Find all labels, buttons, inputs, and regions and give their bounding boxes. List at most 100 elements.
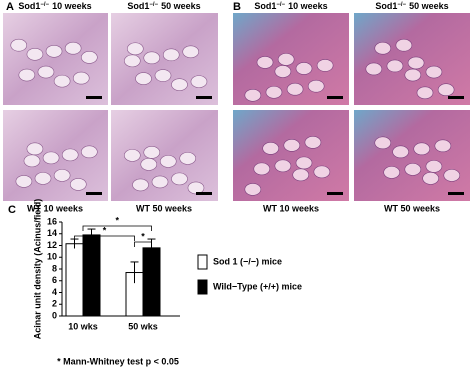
y-tick-label: 10 [47, 252, 57, 262]
caption-time: 50 weeks [161, 1, 201, 11]
acinus [407, 56, 425, 70]
acinus [274, 159, 292, 173]
acinus [159, 155, 177, 168]
legend-label: Sod 1 (−/−) mice [213, 256, 282, 266]
acinus [313, 165, 331, 179]
acinus [45, 44, 63, 58]
significance-bracket [134, 241, 152, 247]
significance-bracket [82, 225, 152, 231]
acinus [61, 148, 79, 162]
acinus [404, 68, 422, 82]
caption-time: 10 weeks [52, 1, 92, 11]
acinus [374, 136, 392, 150]
acinus [265, 85, 283, 99]
acinus [395, 38, 413, 52]
image-caption: Sod1−/− 50 weeks [127, 1, 200, 11]
caption-gene: Sod1 [254, 1, 276, 11]
acinus [37, 65, 55, 79]
acinus [244, 88, 262, 102]
acinus [143, 146, 161, 159]
acinus [140, 158, 158, 171]
legend-swatch [197, 279, 208, 295]
scale-bar [327, 96, 343, 99]
acinus [425, 160, 443, 173]
image-caption: Sod1−/− 10 weeks [18, 1, 91, 11]
acinus [295, 62, 313, 75]
caption-gene: Sod1 [375, 1, 397, 11]
acinus [256, 56, 274, 69]
scale-bar [448, 192, 464, 195]
acinus [26, 142, 44, 156]
acinus [295, 156, 313, 170]
acinus [53, 74, 71, 88]
y-tick-label: 12 [47, 240, 57, 250]
acinus [10, 38, 28, 52]
acinus [422, 172, 439, 185]
scale-bar [86, 96, 102, 99]
bar [142, 247, 161, 317]
legend-label: Wild−Type (+/+) mice [213, 281, 302, 291]
acinus [179, 152, 197, 165]
bar [82, 234, 101, 317]
significance-bracket [74, 235, 135, 241]
panel-label: A [6, 1, 14, 13]
caption-superscript: −/− [276, 2, 285, 8]
acinus [292, 168, 310, 182]
acinus [386, 59, 404, 73]
acinus [365, 62, 383, 76]
acinus [392, 145, 409, 159]
y-tick-label: 6 [52, 275, 57, 285]
acinus [277, 53, 295, 66]
acinus [307, 79, 325, 93]
caption-gene: Sod1 [127, 1, 149, 11]
histology-image [354, 110, 470, 201]
y-tick-label: 4 [52, 287, 57, 297]
scale-bar [196, 192, 212, 195]
acinus [413, 142, 431, 156]
acinus [81, 51, 98, 64]
acinus [69, 178, 87, 191]
acinus [72, 71, 90, 85]
acinus [274, 65, 292, 78]
acinus [132, 178, 149, 192]
y-tick-label: 16 [47, 216, 57, 226]
y-tick-label: 0 [52, 310, 57, 320]
footnote: * Mann-Whitney test p < 0.05 [57, 356, 179, 366]
y-axis-label: Acinar unit density (Acinus/field) [32, 199, 42, 340]
x-tick-label: 10 wks [68, 321, 98, 331]
acinus [42, 151, 60, 165]
acinus [126, 42, 144, 56]
acinus [244, 183, 262, 196]
histology-images [3, 13, 470, 201]
acinus [18, 68, 36, 82]
acinus [23, 154, 41, 168]
caption-gene: Sod1 [18, 1, 40, 11]
caption-superscript: −/− [40, 2, 49, 8]
significance-mark: * [103, 225, 107, 235]
acinus [262, 142, 280, 155]
acinus [425, 65, 443, 79]
image-caption: WT 50 weeks [136, 203, 192, 213]
acinus [162, 48, 180, 62]
acinus [64, 41, 82, 55]
acinus [143, 51, 161, 65]
acinus [53, 169, 71, 182]
caption-superscript: −/− [397, 2, 406, 8]
x-tick-label: 50 wks [128, 321, 158, 331]
acinus [182, 45, 200, 59]
acinus [190, 75, 208, 88]
caption-superscript: −/− [149, 2, 158, 8]
scale-bar [86, 192, 102, 195]
acinus [434, 139, 452, 153]
image-caption: WT 50 weeks [384, 203, 440, 213]
acinus [135, 72, 152, 85]
significance-mark: * [141, 231, 145, 241]
acinus [286, 82, 304, 96]
acinus [304, 136, 322, 149]
y-tick-label: 14 [47, 228, 57, 238]
acinus [187, 181, 205, 195]
acinus [34, 172, 52, 185]
acinus [374, 41, 392, 55]
acinus [15, 175, 33, 188]
